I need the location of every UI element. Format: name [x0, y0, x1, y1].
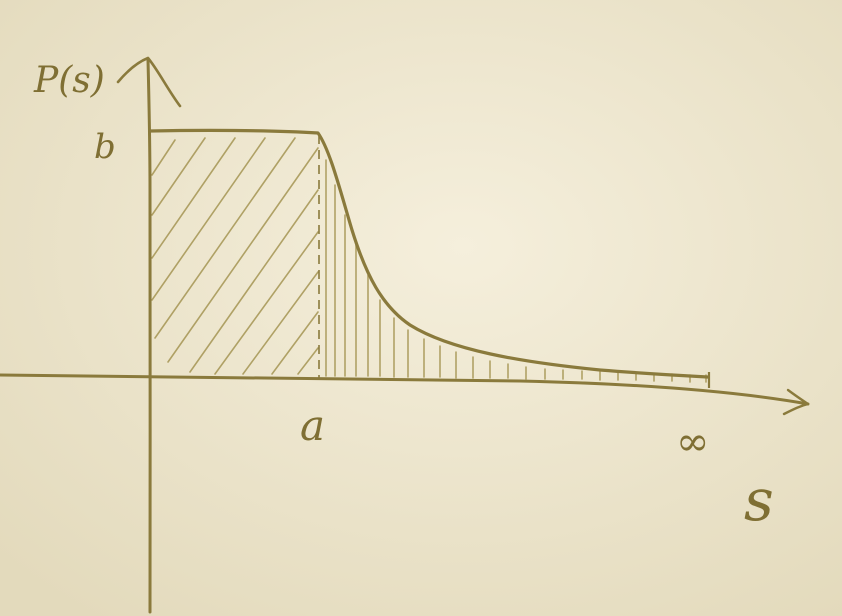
y-axis-label: P(s) [33, 60, 105, 101]
x-end-label-infinity: ∞ [676, 419, 709, 465]
y-axis [146, 58, 152, 614]
x-axis [0, 373, 810, 406]
y-tick-label-b: b [94, 127, 116, 167]
x-axis-label-s: s [744, 466, 774, 534]
x-tick-label-a: a [300, 401, 325, 450]
density-curve [148, 128, 710, 379]
x-axis-arrowhead [782, 388, 810, 416]
tail-region-hatching [325, 159, 707, 383]
y-axis-arrowhead [116, 56, 182, 108]
flat-region-hatching [151, 137, 319, 375]
